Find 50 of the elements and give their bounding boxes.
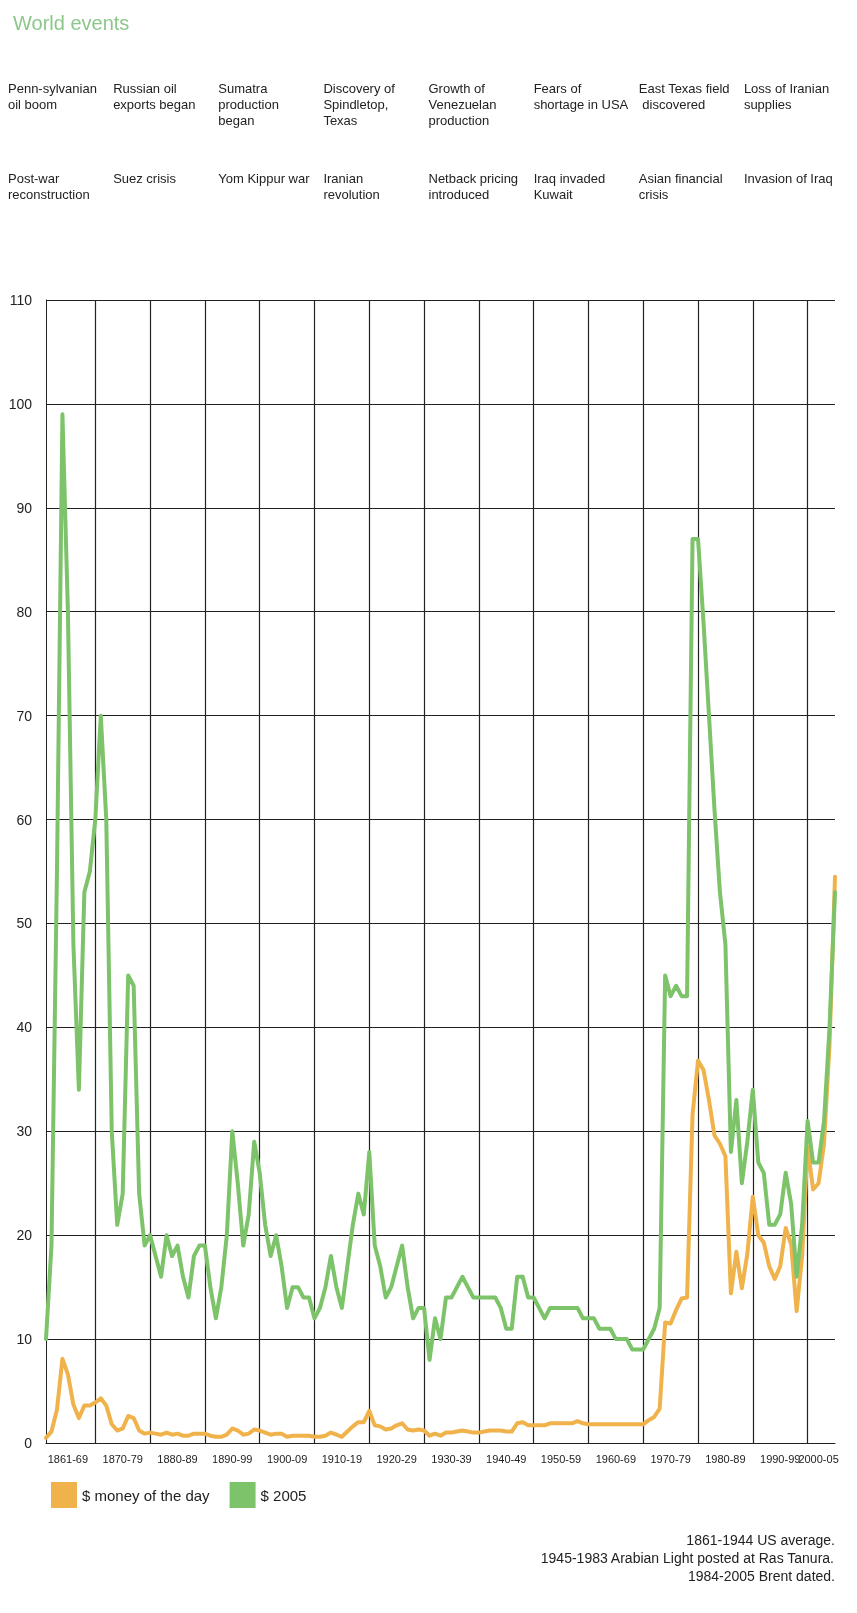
- x-tick-label: 1980-89: [705, 1452, 746, 1465]
- text: East Texas field discovered: [638, 80, 730, 112]
- y-tick-label: 70: [16, 707, 33, 724]
- text: Fears of shortage in USA: [533, 80, 629, 112]
- text: Asian financial crisis: [638, 170, 727, 202]
- text: Invasion of Iraq: [743, 170, 833, 186]
- y-tick-label: 100: [8, 395, 33, 412]
- x-tick-label: 1930-39: [431, 1452, 472, 1465]
- x-tick-label: 1950-59: [540, 1452, 582, 1465]
- y-tick-label: 20: [16, 1227, 33, 1244]
- x-tick-label: 1890-99: [212, 1452, 253, 1465]
- text: 1861-1944 US average.: [686, 1532, 836, 1548]
- y-tick-label: 10: [16, 1331, 33, 1348]
- text: Loss of Iranian supplies: [743, 80, 833, 112]
- text: Iranian revolution: [323, 170, 380, 202]
- text: Discovery of Spindletop, Texas: [323, 80, 399, 128]
- text: 1945-1983 Arabian Light posted at Ras Tanura.: [540, 1550, 834, 1566]
- y-tick-label: 90: [16, 499, 33, 516]
- x-tick-label: 1940-49: [486, 1452, 527, 1465]
- text: Sumatra production began: [218, 80, 283, 128]
- text: Growth of Venezuelan production: [428, 80, 501, 128]
- x-tick-label: 1970-79: [650, 1452, 691, 1465]
- y-tick-label: 40: [16, 1019, 33, 1036]
- y-tick-label: 110: [9, 292, 33, 308]
- text: Russian oil exports began: [113, 80, 196, 112]
- x-tick-label: 1960-69: [595, 1452, 637, 1465]
- x-tick-label: 1861-69: [47, 1452, 89, 1465]
- text: Suez crisis: [113, 170, 177, 186]
- text: Iraq invaded Kuwait: [533, 170, 609, 202]
- text: 1984-2005 Brent dated.: [687, 1568, 836, 1584]
- line-series: [44, 412, 837, 1362]
- text: Netback pricing introduced: [428, 170, 522, 202]
- x-tick-label: 1870-79: [102, 1452, 143, 1465]
- text: Penn-sylvanian oil boom: [8, 80, 101, 112]
- x-tick-label: 1880-89: [157, 1452, 198, 1465]
- x-tick-label: 1990-99: [760, 1452, 801, 1465]
- y-tick-label: 0: [24, 1435, 33, 1451]
- y-tick-label: 50: [16, 915, 33, 932]
- legend-label: $ money of the day: [82, 1486, 211, 1504]
- x-tick-label: 1920-29: [376, 1452, 417, 1465]
- text: Post-war reconstruction: [8, 170, 90, 202]
- x-tick-label: 1900-09: [266, 1452, 308, 1465]
- y-tick-label: 80: [16, 603, 33, 620]
- text: Yom Kippur war: [218, 170, 311, 186]
- chart-title: World events: [13, 12, 130, 34]
- x-tick-label: 1910-19: [321, 1452, 363, 1465]
- y-tick-label: 30: [16, 1123, 33, 1140]
- x-tick-label: 2000-05: [798, 1452, 839, 1465]
- y-tick-label: 60: [16, 811, 33, 828]
- legend-label: $ 2005: [260, 1486, 307, 1504]
